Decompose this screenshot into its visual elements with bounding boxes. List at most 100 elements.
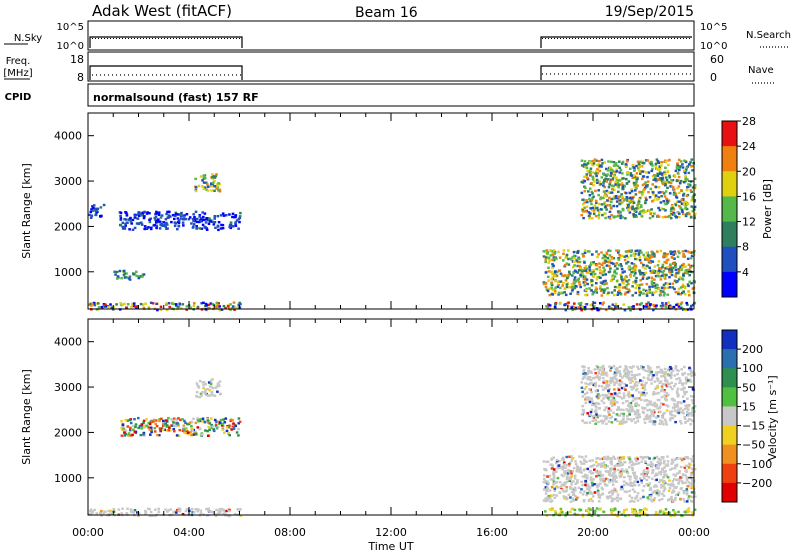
echo-cell (681, 163, 684, 166)
echo-cell (568, 478, 572, 481)
echo-cell (679, 498, 682, 501)
echo-cell (558, 491, 562, 494)
echo-cell (597, 402, 601, 406)
nsky-label: N.Sky (14, 33, 42, 44)
echo-cell (645, 417, 649, 420)
echo-cell (635, 181, 638, 184)
echo-cell (633, 382, 637, 386)
echo-cell (587, 487, 591, 490)
echo-cell (580, 159, 584, 162)
echo-cell (637, 169, 641, 172)
echo-cell (588, 197, 591, 201)
echo-cell (170, 418, 173, 421)
echo-cell (589, 378, 593, 382)
echo-cell (690, 199, 694, 202)
echo-cell (600, 251, 603, 254)
echo-cell (597, 193, 600, 197)
echo-cell (666, 252, 669, 256)
echo-cell (636, 284, 639, 287)
echo-cell (210, 182, 213, 185)
echo-cell (112, 509, 116, 512)
echo-cell (577, 269, 581, 272)
echo-cell (673, 486, 676, 489)
echo-cell (553, 257, 557, 260)
echo-cell (196, 417, 199, 420)
echo-cell (590, 202, 593, 206)
echo-cell (626, 173, 629, 176)
echo-cell (614, 418, 617, 421)
echo-cell (619, 307, 622, 310)
echo-cell (611, 478, 614, 482)
echo-cell (579, 301, 583, 305)
echo-cell (216, 382, 220, 385)
echo-cell (689, 189, 693, 192)
echo-cell (190, 424, 193, 428)
echo-cell (693, 199, 697, 202)
echo-cell (634, 257, 637, 261)
echo-cell (671, 369, 675, 372)
echo-cell (651, 260, 655, 263)
echo-cell (656, 378, 660, 381)
echo-cell (658, 165, 662, 168)
echo-cell (611, 274, 615, 277)
echo-cell (555, 461, 558, 465)
echo-cell (600, 270, 604, 273)
echo-cell (678, 401, 682, 404)
echo-cell (658, 405, 662, 408)
echo-cell (669, 267, 673, 270)
echo-cell (93, 303, 97, 307)
echo-cell (658, 480, 661, 484)
echo-cell (670, 414, 674, 417)
echo-cell (634, 282, 638, 285)
echo-cell (627, 475, 630, 478)
echo-cell (142, 306, 146, 309)
echo-cell (589, 465, 592, 468)
echo-cell (595, 464, 599, 468)
echo-cell (591, 175, 595, 178)
echo-cell (589, 303, 593, 307)
echo-cell (656, 264, 660, 267)
echo-cell (579, 307, 582, 310)
echo-cell (640, 383, 644, 386)
echo-cell (158, 418, 161, 421)
echo-cell (675, 280, 678, 284)
echo-cell (676, 172, 680, 175)
echo-cell (666, 293, 669, 296)
echo-cell (611, 398, 614, 401)
echo-cell (624, 217, 627, 220)
echo-cell (665, 379, 669, 382)
echo-cell (563, 484, 566, 487)
echo-cell (190, 427, 193, 430)
echo-cell (579, 460, 583, 464)
echo-cell (129, 220, 133, 223)
echo-cell (217, 510, 221, 513)
echo-cell (578, 283, 582, 286)
echo-cell (593, 301, 597, 305)
echo-cell (687, 163, 691, 166)
echo-cell (604, 466, 607, 469)
echo-cell (644, 258, 647, 261)
echo-cell (588, 400, 592, 404)
echo-cell (552, 249, 556, 252)
echo-cell (562, 259, 565, 262)
echo-cell (616, 210, 620, 213)
echo-cell (584, 401, 588, 404)
echo-cell (194, 210, 198, 213)
nave-label: Nave (748, 65, 774, 76)
echo-cell (124, 222, 127, 226)
echo-cell (592, 463, 596, 467)
echo-cell (669, 468, 672, 471)
echo-cell (177, 213, 180, 216)
echo-cell (617, 249, 621, 252)
echo-cell (605, 251, 609, 254)
echo-cell (656, 366, 659, 369)
echo-cell (202, 187, 206, 191)
echo-cell (613, 403, 616, 407)
echo-cell (656, 174, 660, 178)
echo-cell (635, 373, 639, 377)
echo-cell (584, 455, 588, 458)
echo-cell (621, 463, 625, 466)
echo-cell (646, 409, 649, 412)
echo-cell (680, 476, 684, 480)
echo-cell (548, 259, 551, 262)
